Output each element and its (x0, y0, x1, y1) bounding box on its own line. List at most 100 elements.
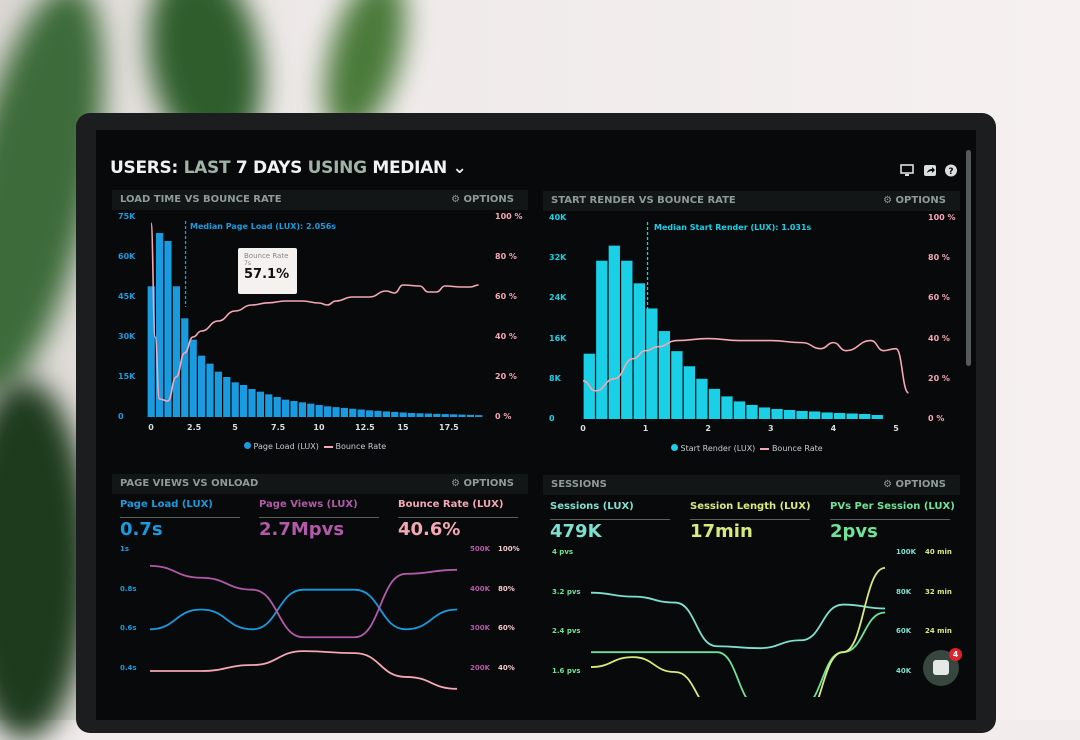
panel-title: PAGE VIEWS VS ONLOAD (120, 478, 259, 489)
stat-divider (259, 517, 379, 518)
bar (156, 233, 164, 417)
y-tick-label: 0.8s (120, 584, 137, 593)
bar (846, 413, 858, 419)
y-tick-label: 0 (549, 414, 555, 423)
bar (172, 286, 180, 417)
x-tick-label: 10 (313, 423, 325, 432)
y-tick-label: 45K (118, 292, 136, 301)
y-tick-label: 1s (120, 545, 130, 553)
bar (256, 391, 264, 417)
x-tick-label: 0 (148, 423, 154, 432)
page-title[interactable]: USERS: LAST 7 DAYS USING MEDIAN ⌄ (110, 158, 467, 178)
y2-tick-label: 40 % (495, 332, 517, 341)
chart-svg (590, 566, 886, 697)
bar (708, 388, 721, 419)
bar (223, 377, 231, 417)
y3-tick-label: 40% (498, 664, 515, 672)
legend: Start Render (LUX) Bounce Rate (671, 444, 823, 453)
bar (181, 318, 189, 417)
bar (198, 355, 206, 417)
y2-tick-label: 40 % (928, 333, 950, 343)
median-annotation: Median Page Load (LUX): 2.056s (190, 222, 337, 231)
x-tick-label: 7.5 (271, 423, 286, 432)
bar (189, 339, 197, 417)
tooltip-sub: 7s (244, 260, 251, 267)
bar (307, 403, 315, 417)
bar (282, 399, 290, 417)
panel-header-sessions: SESSIONS ⚙ OPTIONS (543, 475, 960, 495)
panel-title: LOAD TIME VS BOUNCE RATE (120, 194, 282, 205)
y3-tick-label: 24 min (925, 627, 952, 636)
tooltip-label: Bounce Rate (244, 252, 289, 260)
y2-tick-label: 200K (470, 664, 491, 672)
y-tick-label: 40K (549, 213, 567, 222)
bar (206, 363, 214, 417)
bar (796, 410, 808, 419)
legend: Page Load (LUX) Bounce Rate (244, 442, 386, 451)
stat-value: 0.7s (120, 519, 163, 540)
x-tick-label: 12.5 (355, 423, 375, 432)
y2-tick-label: 100 % (495, 212, 523, 221)
bar (733, 401, 746, 419)
stat-value: 40.6% (398, 519, 461, 540)
y2-tick-label: 20 % (928, 373, 950, 383)
bar (290, 401, 298, 417)
options-button[interactable]: ⚙ OPTIONS (883, 195, 946, 206)
x-tick-label: 1 (642, 424, 649, 433)
y-tick-label: 2.4 pvs (552, 627, 581, 636)
bar (746, 404, 758, 419)
stat-label: Page Load (LUX) (120, 499, 213, 510)
y-tick-label: 0.6s (120, 624, 137, 633)
y3-tick-label: 100% (498, 545, 520, 553)
x-tick-label: 5 (232, 423, 238, 432)
help-icon[interactable]: ? (944, 164, 958, 177)
bar (424, 413, 432, 417)
options-button[interactable]: ⚙ OPTIONS (451, 478, 514, 489)
stat-divider (120, 517, 240, 518)
bar (214, 371, 222, 417)
stat-label: Sessions (LUX) (550, 501, 634, 512)
series-line (150, 650, 458, 690)
panel-title: START RENDER VS BOUNCE RATE (551, 195, 736, 206)
series-line (590, 566, 886, 697)
bar (332, 407, 340, 417)
y2-tick-label: 100K (896, 548, 917, 556)
series-line (591, 611, 886, 697)
bar (683, 366, 696, 419)
y-tick-label: 16K (549, 333, 567, 343)
bar (871, 414, 883, 419)
y-tick-label: 4 pvs (552, 548, 574, 556)
share-icon[interactable] (923, 164, 937, 177)
series-line (149, 588, 458, 631)
stat-divider (830, 519, 950, 520)
scrollbar[interactable] (966, 150, 971, 366)
bar (147, 286, 155, 417)
bar (315, 405, 323, 417)
bounce-rate-line (582, 337, 910, 394)
chevron-down-icon: ⌄ (452, 158, 467, 178)
options-button[interactable]: ⚙ OPTIONS (883, 479, 946, 490)
y2-tick-label: 500K (470, 545, 491, 553)
bar (658, 331, 671, 419)
y2-tick-label: 0 % (495, 412, 512, 421)
x-tick-label: 5 (893, 424, 899, 433)
bar (240, 385, 248, 417)
legend-label: Page Load (LUX) (253, 442, 319, 451)
monitor-icon[interactable] (900, 164, 914, 177)
y2-tick-label: 60 % (495, 292, 517, 301)
bar (399, 412, 407, 417)
legend-label: Bounce Rate (335, 442, 387, 451)
y2-tick-label: 40K (896, 667, 912, 675)
bar (771, 408, 783, 419)
panel-header-start-render: START RENDER VS BOUNCE RATE ⚙ OPTIONS (543, 191, 960, 211)
x-tick-label: 4 (830, 424, 837, 433)
chart-svg (149, 564, 458, 690)
bar (721, 396, 733, 419)
y3-tick-label: 40 min (925, 548, 952, 556)
y2-tick-label: 400K (470, 584, 491, 593)
options-button[interactable]: ⚙ OPTIONS (451, 194, 514, 205)
title-users: USERS: (110, 158, 178, 178)
bar (783, 409, 796, 419)
bar (391, 411, 399, 417)
x-tick-label: 2.5 (187, 423, 202, 432)
